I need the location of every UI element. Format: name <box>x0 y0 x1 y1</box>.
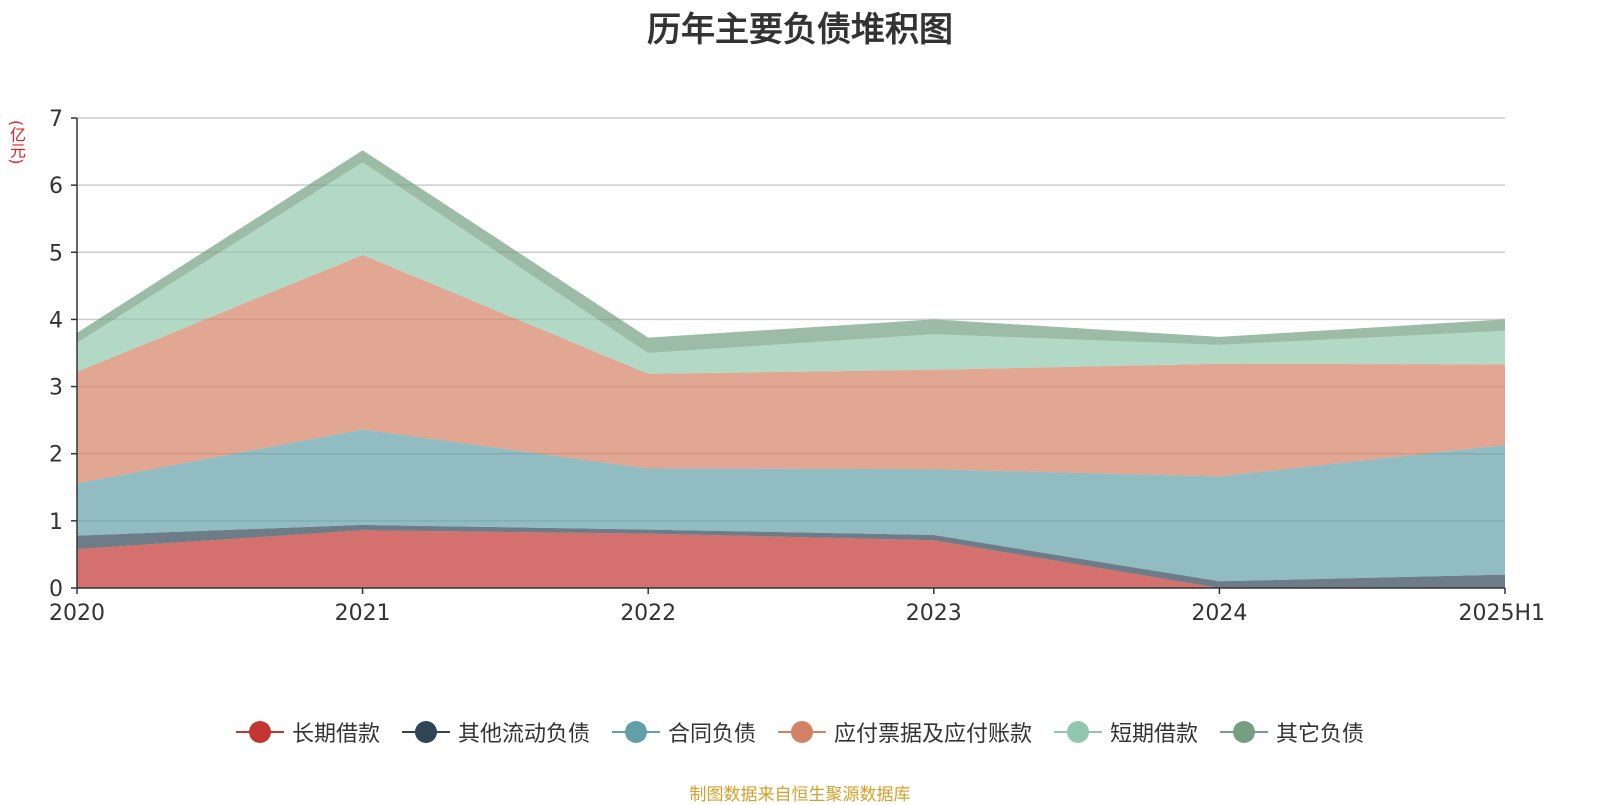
x-tick-labels: 2020 2021 2022 2023 2024 2025H1 <box>49 588 1545 626</box>
legend-item[interactable]: 应付票据及应付账款 <box>778 716 1032 748</box>
y-tick-label: 7 <box>49 107 63 132</box>
stacked-area-chart: 0 1 2 3 4 5 6 7 2020 2021 2022 2023 2024 2025H1 <box>49 107 1545 626</box>
chart-title: 历年主要负债堆积图 <box>647 10 953 50</box>
legend-swatch-icon <box>1054 720 1103 744</box>
y-tick-labels: 0 1 2 3 4 5 6 7 <box>49 107 77 602</box>
area-应付票据及应付账款 <box>77 255 1505 484</box>
legend-item[interactable]: 短期借款 <box>1054 716 1198 748</box>
legend-swatch-icon <box>1220 720 1269 744</box>
legend-item[interactable]: 其他流动负债 <box>401 716 590 748</box>
x-tick-label: 2020 <box>49 601 105 626</box>
legend-item[interactable]: 长期借款 <box>235 716 380 748</box>
area-合同负债 <box>77 429 1505 582</box>
legend-swatch-icon <box>778 720 826 744</box>
data-source-note: 制图数据来自恒生聚源数据库 <box>689 785 911 805</box>
legend-label: 合同负债 <box>667 722 756 747</box>
y-tick-label: 4 <box>49 308 63 333</box>
legend-swatch-icon <box>401 720 450 744</box>
area-长期借款 <box>77 530 1505 588</box>
y-tick-label: 1 <box>49 510 63 535</box>
area-其它负债 <box>77 150 1505 353</box>
y-axis-unit-label: (亿元) <box>7 120 26 165</box>
legend-label: 长期借款 <box>291 722 380 747</box>
legend-item[interactable]: 其它负债 <box>1220 716 1364 748</box>
y-tick-label: 6 <box>49 174 63 199</box>
x-tick-label: 2021 <box>335 601 391 626</box>
legend-label: 其他流动负债 <box>457 722 590 747</box>
x-tick-label: 2023 <box>906 601 962 626</box>
axes <box>76 118 1505 589</box>
legend-item[interactable]: 合同负债 <box>611 716 756 748</box>
y-tick-label: 5 <box>49 241 63 266</box>
y-tick-label: 3 <box>49 376 63 401</box>
legend: 长期借款 其他流动负债 合同负债 应付票据及应付账款 短期借款 其它负债 <box>0 716 1600 748</box>
x-tick-label: 2025H1 <box>1458 601 1545 626</box>
area-其他流动负债 <box>77 524 1505 588</box>
x-tick-label: 2024 <box>1191 601 1247 626</box>
legend-label: 其它负债 <box>1276 722 1365 747</box>
legend-label: 应付票据及应付账款 <box>834 722 1033 747</box>
legend-swatch-icon <box>235 720 284 744</box>
area-series <box>77 150 1505 588</box>
legend-label: 短期借款 <box>1110 722 1199 747</box>
legend-swatch-icon <box>611 720 660 744</box>
area-短期借款 <box>77 162 1505 374</box>
x-tick-label: 2022 <box>620 601 676 626</box>
y-tick-label: 2 <box>49 443 63 468</box>
y-tick-label: 0 <box>49 577 63 602</box>
